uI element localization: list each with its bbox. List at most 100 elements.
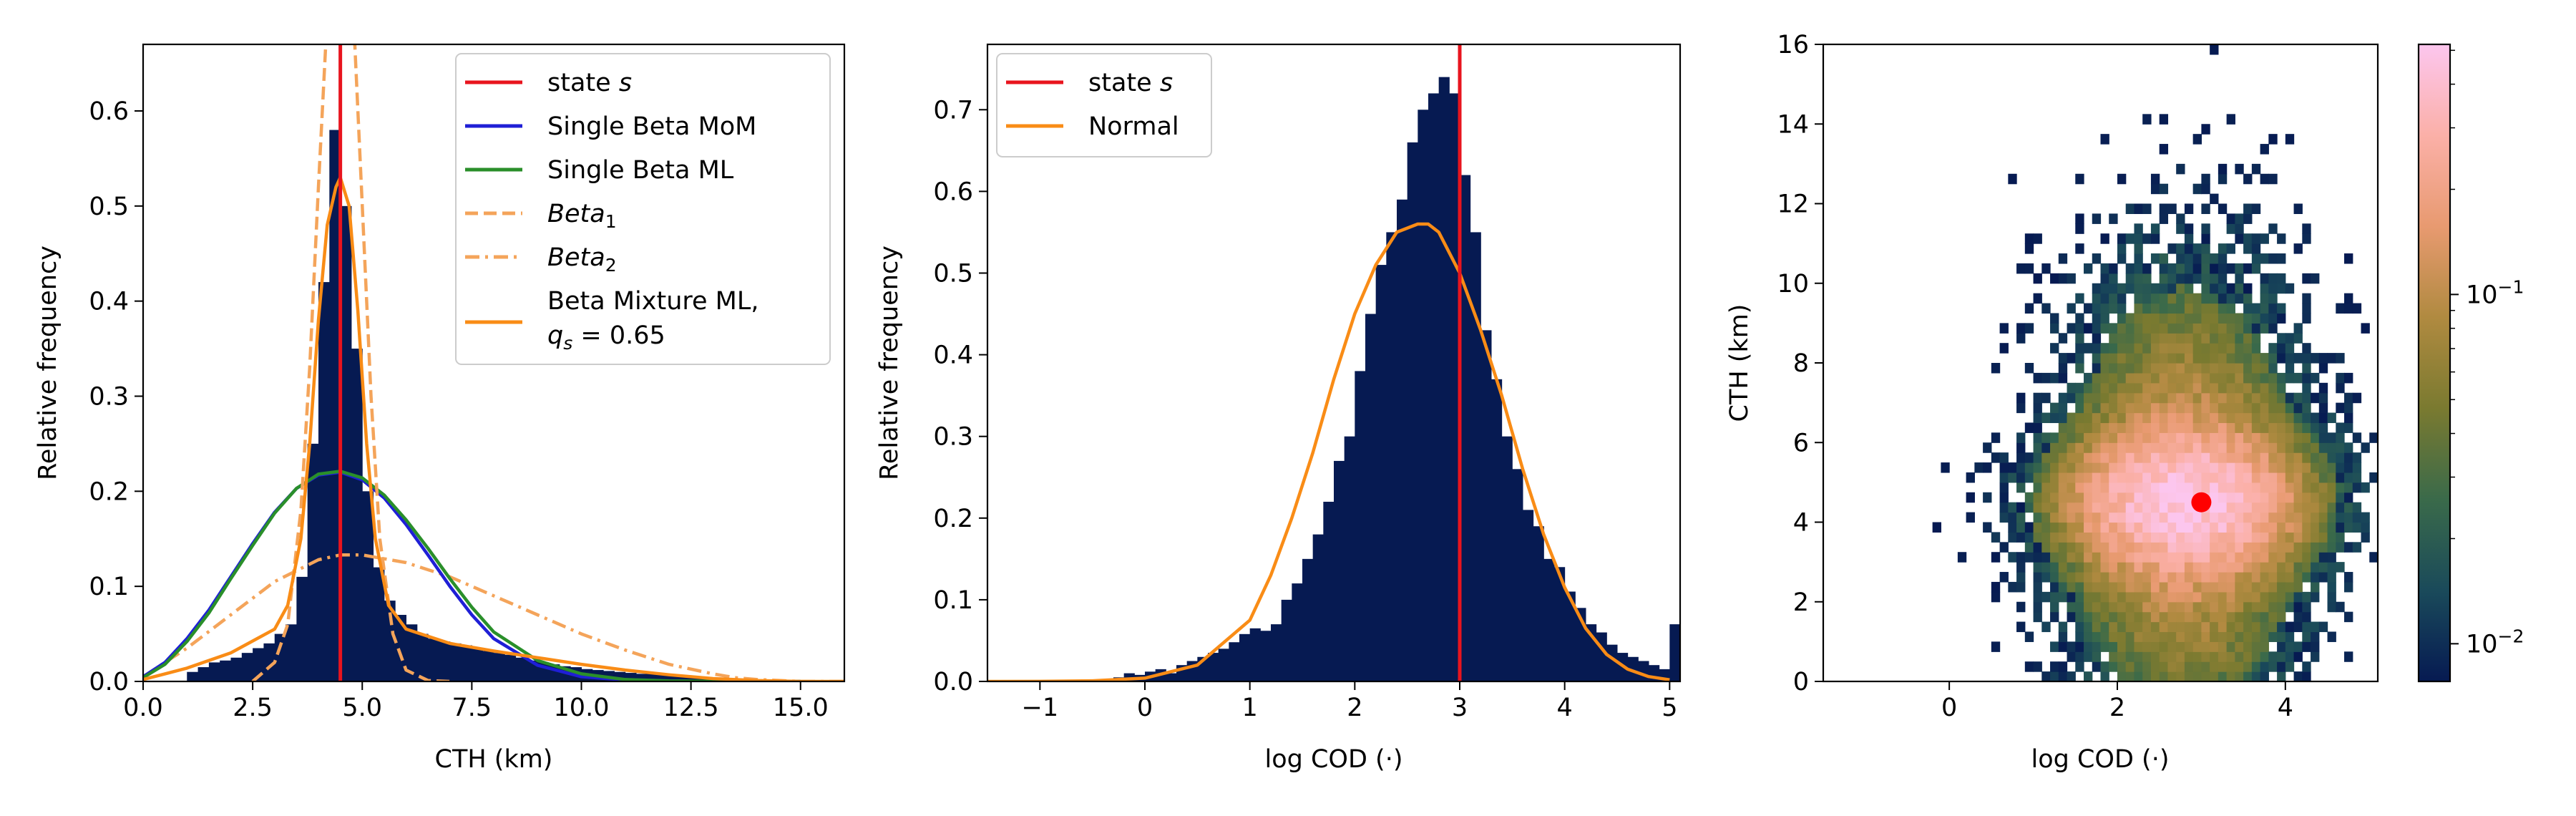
heatmap-cell	[2134, 333, 2143, 344]
heatmap-cell	[2184, 562, 2194, 573]
heatmap-cell	[2117, 482, 2127, 493]
heatmap-cell	[2302, 671, 2311, 681]
heatmap-cell	[2268, 581, 2278, 593]
heatmap-cell	[2084, 631, 2093, 642]
heatmap-cell	[2327, 522, 2336, 533]
heatmap-cell	[2016, 562, 2026, 573]
x-tick-label: 1	[1242, 694, 1258, 722]
heatmap-cell	[2218, 343, 2228, 354]
heatmap-cell	[2243, 611, 2253, 623]
heatmap-cell	[2176, 293, 2185, 304]
heatmap-cell	[2293, 572, 2303, 583]
heatmap-cell	[2336, 502, 2345, 513]
heatmap-cell	[2226, 562, 2235, 573]
heatmap-cell	[2075, 333, 2084, 344]
heatmap-cell	[2058, 581, 2068, 593]
heatmap-cell	[2016, 333, 2026, 344]
heatmap-cell	[2092, 601, 2102, 613]
heatmap-cell	[2285, 552, 2295, 563]
heatmap-cell	[2084, 502, 2093, 513]
heatmap-cell	[2277, 462, 2286, 473]
heatmap-cell	[2176, 641, 2185, 652]
heatmap-cell	[2041, 462, 2051, 473]
heatmap-cell	[2218, 651, 2228, 662]
heatmap-cell	[2344, 412, 2353, 424]
heatmap-cell	[2134, 412, 2143, 424]
heatmap-cell	[2327, 562, 2336, 573]
heatmap-cell	[2336, 562, 2345, 573]
heatmap-cell	[2024, 363, 2034, 374]
heatmap-cell	[2125, 432, 2135, 443]
heatmap-cell	[1999, 472, 2009, 483]
heatmap-cell	[2092, 522, 2102, 533]
cod-axes-frame	[986, 43, 1682, 683]
heatmap-cell	[2142, 522, 2152, 533]
y-tick-label: 10	[1777, 270, 1809, 298]
colorbar-bar	[2417, 43, 2451, 683]
heatmap-cell	[2260, 412, 2269, 424]
heatmap-cell	[1974, 462, 1984, 473]
heatmap-cell	[2067, 611, 2076, 623]
heatmap-cell	[2201, 601, 2210, 613]
heatmap-cell	[2243, 233, 2253, 244]
heatmap-cell	[2125, 442, 2135, 453]
heatmap-cell	[2134, 442, 2143, 453]
heatmap-cell	[2201, 651, 2210, 662]
heatmap-cell	[2192, 591, 2202, 603]
heatmap-cell	[2184, 382, 2194, 394]
heatmap-cell	[2075, 651, 2084, 662]
heatmap-cell	[2075, 661, 2084, 672]
heatmap-cell	[2218, 621, 2228, 633]
colorbar-ticks: 10−110−2	[2450, 49, 2524, 659]
heatmap-cell	[2109, 472, 2118, 483]
heatmap-cell	[2159, 422, 2169, 433]
cth-legend-box	[455, 53, 831, 365]
heatmap-cell	[2235, 601, 2244, 613]
heatmap-cell	[2092, 293, 2102, 304]
heatmap-cell	[2277, 452, 2286, 463]
heatmap-cell	[2235, 522, 2244, 533]
heatmap-cell	[2142, 422, 2152, 433]
heatmap-cell	[2302, 532, 2311, 543]
heatmap-cell	[2167, 562, 2177, 573]
heatmap-cell	[2100, 323, 2109, 334]
heatmap-cell	[2184, 472, 2194, 483]
heatmap-cell	[2268, 452, 2278, 463]
heatmap-cell	[2201, 671, 2210, 681]
heatmap-cell	[2201, 203, 2210, 215]
heatmap-cell	[2159, 432, 2169, 443]
heatmap-cell	[2125, 452, 2135, 463]
heatmap-cell	[2159, 293, 2169, 304]
heatmap-cell	[2251, 253, 2261, 264]
heatmap-cell	[2268, 343, 2278, 354]
heatmap-cell	[2226, 671, 2235, 681]
heatmap-cell	[2067, 462, 2076, 473]
heatmap-cell	[2251, 572, 2261, 583]
heatmap-cell	[2369, 432, 2378, 443]
heatmap-cell	[2218, 313, 2228, 324]
heatmap-cell	[2243, 283, 2253, 294]
heatmap-cell	[2318, 353, 2328, 364]
heatmap-cell	[2109, 512, 2118, 523]
heatmap-cell	[2167, 591, 2177, 603]
heatmap-cell	[2192, 482, 2202, 493]
heatmap-cell	[2125, 581, 2135, 593]
heatmap-cell	[2218, 293, 2228, 304]
heatmap-cell	[2184, 243, 2194, 254]
histogram-bar	[1491, 379, 1503, 681]
heatmap-cell	[2176, 522, 2185, 533]
heatmap-center-point	[2191, 492, 2212, 513]
heatmap-cell	[2277, 621, 2286, 633]
heatmap-cell	[2226, 502, 2235, 513]
heatmap-cell	[2277, 412, 2286, 424]
heatmap-cell	[2327, 462, 2336, 473]
heatmap-cell	[2260, 581, 2269, 593]
heatmap-cell	[2092, 492, 2102, 503]
heatmap-cell	[2184, 661, 2194, 672]
heatmap-cell	[2260, 144, 2269, 155]
heatmap-cell	[2201, 233, 2210, 244]
heatmap-cell	[2075, 243, 2084, 254]
cod-legend-box	[996, 53, 1212, 157]
heatmap-cell	[2125, 671, 2135, 681]
